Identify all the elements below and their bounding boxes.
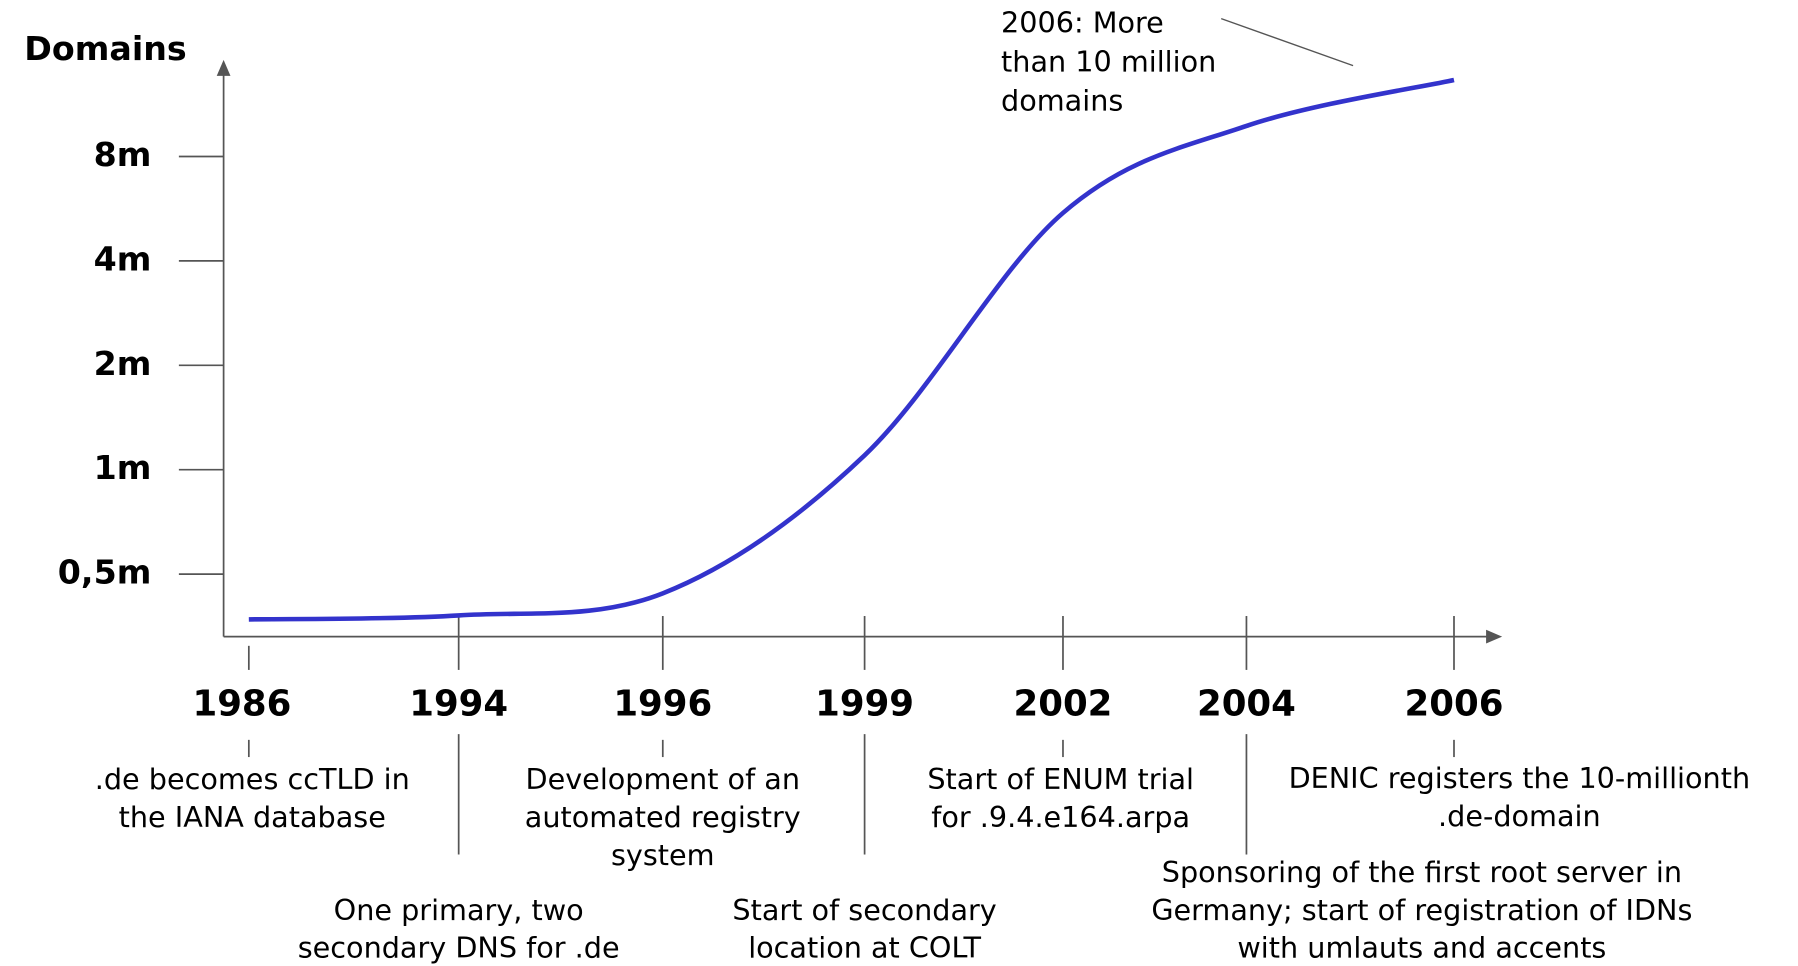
event-text: One primary, two — [334, 893, 584, 927]
event-text: .de-domain — [1438, 799, 1601, 833]
annotation-line — [1220, 17, 1354, 67]
y-arrow — [216, 59, 231, 76]
event-text: secondary DNS for .de — [298, 931, 620, 965]
x-tick-label: 2006 — [1405, 683, 1504, 724]
annotation: 2006: More — [1001, 5, 1164, 39]
y-tick-label: 1m — [94, 448, 152, 487]
x-arrow — [1486, 629, 1503, 644]
x-tick-label: 1999 — [815, 683, 914, 724]
event-text: Start of ENUM trial — [927, 762, 1194, 796]
event-text: automated registry — [525, 800, 801, 834]
event-text: with umlauts and accents — [1237, 931, 1606, 965]
event-text: Development of an — [526, 762, 800, 796]
event-text: Germany; start of registration of IDNs — [1151, 893, 1692, 927]
y-axis-label: Domains — [24, 29, 186, 68]
y-tick-label: 0,5m — [58, 553, 152, 592]
event-text: for .9.4.e164.arpa — [931, 800, 1190, 834]
y-tick-label: 2m — [94, 344, 152, 383]
y-tick-label: 8m — [94, 135, 152, 174]
event-text: DENIC registers the 10-millionth — [1289, 761, 1751, 795]
event-text: .de becomes ccTLD in — [95, 762, 410, 796]
event-text: Start of secondary — [732, 893, 996, 927]
event-text: system — [611, 838, 715, 872]
event-text: Sponsoring of the first root server in — [1162, 855, 1682, 889]
x-tick-label: 1996 — [613, 683, 712, 724]
event-text: the IANA database — [119, 800, 386, 834]
annotation: domains — [1001, 83, 1123, 117]
annotation: than 10 million — [1001, 44, 1216, 78]
x-tick-label: 2004 — [1197, 683, 1296, 724]
x-tick-label: 1994 — [409, 683, 508, 724]
x-tick-label: 2002 — [1014, 683, 1113, 724]
x-tick-label: 1986 — [192, 683, 291, 724]
series-line — [248, 77, 1455, 622]
event-text: location at COLT — [748, 931, 981, 965]
y-tick-label: 4m — [94, 239, 152, 278]
